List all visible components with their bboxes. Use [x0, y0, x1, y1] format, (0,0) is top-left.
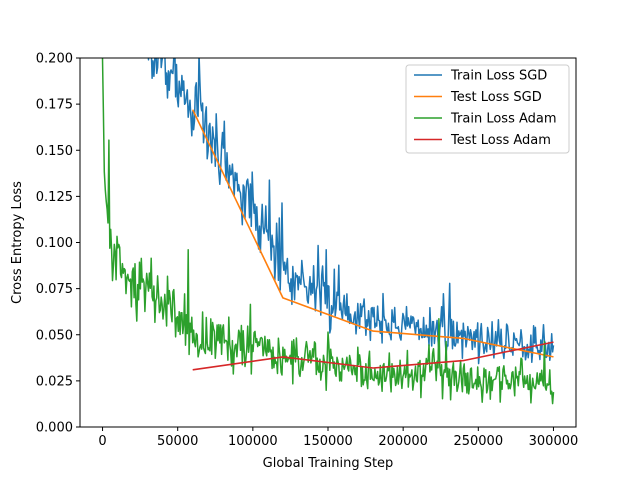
y-axis-label: Cross Entropy Loss [10, 181, 25, 304]
legend-label: Test Loss SGD [450, 90, 542, 105]
x-tick-label: 50000 [157, 434, 198, 449]
y-tick-label: 0.200 [36, 52, 73, 67]
x-tick-label: 150000 [303, 434, 353, 449]
legend-label: Train Loss SGD [450, 69, 547, 84]
legend-box [405, 64, 570, 154]
legend-label: Test Loss Adam [450, 133, 551, 148]
y-axis: 0.000 0.025 0.050 0.075 0.100 0.125 0.150 0.175… [36, 52, 80, 436]
y-tick-label: 0.150 [36, 144, 73, 159]
x-tick-label: 250000 [453, 434, 503, 449]
y-tick-label: 0.075 [36, 282, 73, 297]
y-tick-label: 0.050 [36, 328, 73, 343]
y-tick-label: 0.100 [36, 236, 73, 251]
series-line-test-loss-sgd [191, 109, 554, 358]
x-axis: 0 50000 100000 150000 200000 250000 300000 [98, 427, 578, 449]
series-line-train-loss-adam [101, 58, 555, 405]
y-tick-label: 0.125 [36, 190, 73, 205]
x-axis-label: Global Training Step [263, 456, 394, 471]
x-tick-label: 0 [98, 434, 106, 449]
x-tick-label: 300000 [529, 434, 579, 449]
legend: Train Loss SGD Test Loss SGD Train Loss Ad… [405, 64, 570, 154]
y-tick-label: 0.025 [36, 374, 73, 389]
x-tick-label: 100000 [228, 434, 278, 449]
y-tick-label: 0.000 [36, 421, 73, 436]
legend-label: Train Loss Adam [450, 112, 557, 127]
y-tick-label: 0.175 [36, 98, 73, 113]
x-tick-label: 200000 [378, 434, 428, 449]
series-layer [101, 58, 555, 405]
series-line-train-loss-sgd [147, 58, 555, 365]
series-line-test-loss-adam [192, 341, 554, 371]
